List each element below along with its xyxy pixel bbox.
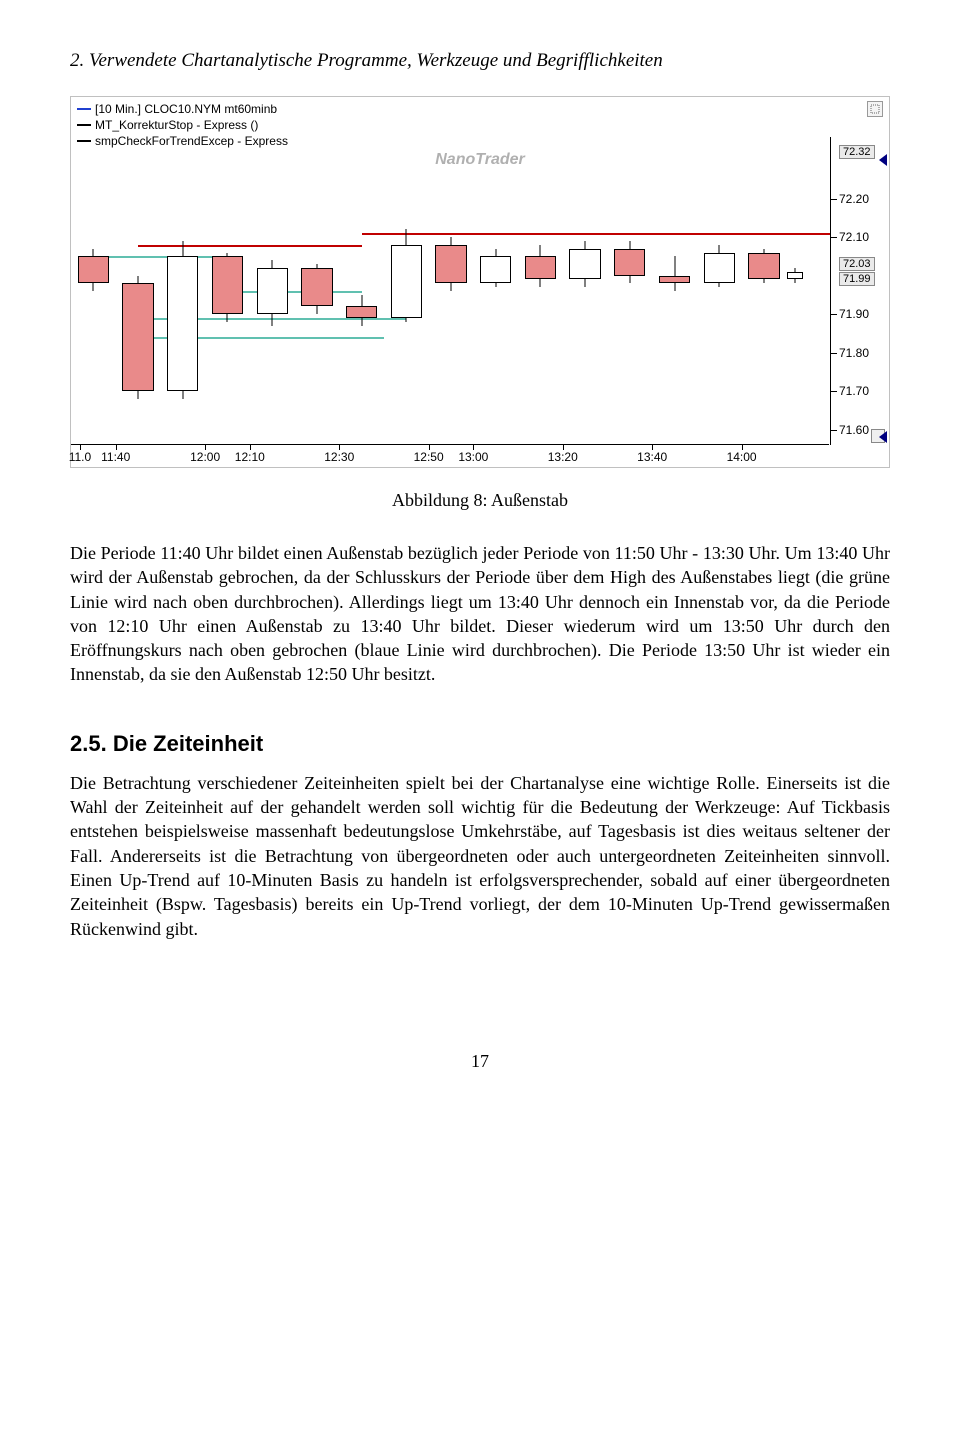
x-tick-label: 12:50 xyxy=(414,450,444,464)
y-price-box: 71.99 xyxy=(839,272,875,286)
y-tick-label: 72.20 xyxy=(839,192,869,206)
candle xyxy=(167,137,198,445)
chart-hline xyxy=(93,256,227,258)
candle xyxy=(569,137,600,445)
candle xyxy=(212,137,243,445)
section-number: 2.5. xyxy=(70,731,107,756)
section-title-text: Die Zeiteinheit xyxy=(113,731,263,756)
y-marker-arrow-icon xyxy=(879,431,887,443)
chart-plot-area xyxy=(71,137,829,445)
candle xyxy=(257,137,288,445)
candle xyxy=(435,137,466,445)
y-tick-label: 71.70 xyxy=(839,384,869,398)
chart-x-axis: 11.0 11:40 12:00 12:10 12:30 12:50 13:00 13:20 1… xyxy=(71,444,829,467)
page-header: 2. Verwendete Chartanalytische Programme… xyxy=(70,50,890,72)
x-tick-label: 13:20 xyxy=(548,450,578,464)
y-marker-arrow-icon xyxy=(879,154,887,166)
candle xyxy=(614,137,645,445)
x-tick-label: 11:40 xyxy=(101,450,130,464)
paragraph-2: Die Betrachtung verschiedener Zeiteinhei… xyxy=(70,771,890,941)
x-tick-label: 14:00 xyxy=(727,450,757,464)
candle xyxy=(525,137,556,445)
chart-toolbar xyxy=(867,101,883,117)
y-tick-label: 71.80 xyxy=(839,346,869,360)
candlestick-chart: [10 Min.] CLOC10.NYM mt60minbMT_Korrektu… xyxy=(70,96,890,468)
candle xyxy=(787,137,803,445)
candle xyxy=(704,137,735,445)
candle xyxy=(391,137,422,445)
y-price-box: 72.32 xyxy=(839,145,875,159)
figure-caption: Abbildung 8: Außenstab xyxy=(70,490,890,511)
section-heading: 2.5. Die Zeiteinheit xyxy=(70,731,890,757)
page-number: 17 xyxy=(70,1051,890,1072)
chart-hline xyxy=(227,291,361,293)
x-tick-label: 12:30 xyxy=(324,450,354,464)
candle xyxy=(748,137,779,445)
paragraph-1: Die Periode 11:40 Uhr bildet einen Außen… xyxy=(70,541,890,687)
candle xyxy=(346,137,377,445)
chart-y-axis: 71.60 71.70 71.80 71.90 72.10 72.20 72.32 72.03… xyxy=(830,137,889,445)
y-tick-label: 71.60 xyxy=(839,423,869,437)
y-price-box: 72.03 xyxy=(839,257,875,271)
x-tick-label: 12:10 xyxy=(235,450,265,464)
y-tick-label: 71.90 xyxy=(839,307,869,321)
candle xyxy=(122,137,153,445)
chart-settings-icon[interactable] xyxy=(867,101,883,117)
legend-item: [10 Min.] CLOC10.NYM mt60minb xyxy=(77,101,288,117)
x-tick-label: 12:00 xyxy=(190,450,220,464)
candle xyxy=(480,137,511,445)
y-tick-label: 72.10 xyxy=(839,230,869,244)
x-tick-label: 11.0 xyxy=(69,450,91,464)
x-tick-label: 13:40 xyxy=(637,450,667,464)
candle xyxy=(659,137,690,445)
legend-item: MT_KorrekturStop - Express () xyxy=(77,117,288,133)
candle xyxy=(78,137,109,445)
candle xyxy=(301,137,332,445)
x-tick-label: 13:00 xyxy=(458,450,488,464)
